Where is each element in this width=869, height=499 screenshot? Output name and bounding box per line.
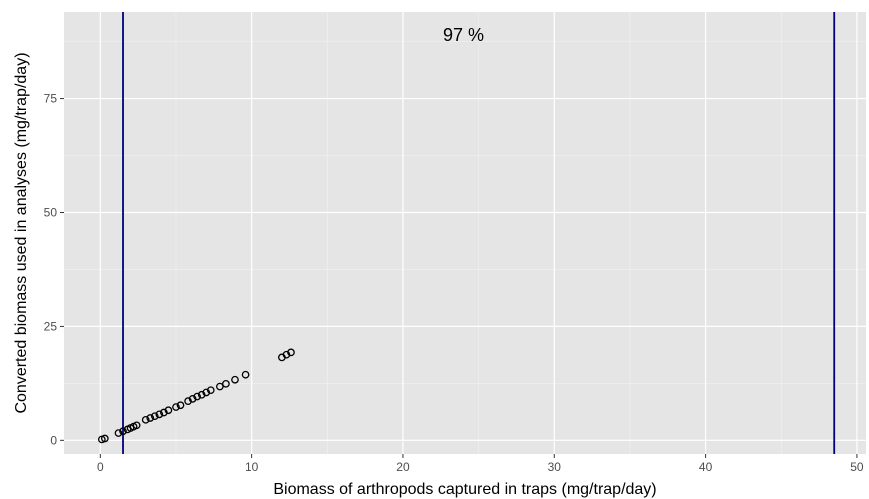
data-point: [164, 406, 173, 415]
x-axis-title: Biomass of arthropods captured in traps …: [273, 481, 656, 498]
data-point: [101, 434, 109, 443]
data-point: [206, 386, 215, 395]
data-point: [172, 403, 180, 411]
x-axis: 0 10 20 30 40 50: [97, 454, 864, 474]
x-tick-label: 20: [396, 460, 410, 474]
data-point: [155, 410, 164, 419]
annotation-label: 97 %: [443, 25, 484, 45]
y-tick-label: 25: [44, 319, 58, 333]
major-gridlines: [64, 12, 866, 454]
data-point: [202, 388, 211, 397]
data-point: [184, 397, 192, 405]
minor-gridlines: [64, 12, 866, 454]
data-point: [141, 415, 150, 424]
data-point: [197, 390, 206, 399]
data-point: [160, 408, 168, 417]
data-point: [231, 375, 239, 384]
y-tick-label: 0: [50, 433, 57, 447]
data-point: [193, 392, 202, 401]
reference-lines: [122, 12, 836, 454]
x-tick-label: 30: [548, 460, 562, 474]
data-point: [132, 421, 141, 430]
y-axis: 0 25 50 75: [44, 92, 64, 447]
data-point: [282, 350, 291, 359]
data-point: [176, 401, 185, 410]
data-point: [287, 348, 295, 357]
data-point: [241, 370, 250, 379]
y-axis-title: Converted biomass used in analyses (mg/t…: [13, 52, 30, 413]
x-tick-label: 0: [97, 460, 104, 474]
data-point: [146, 414, 155, 422]
data-point: [216, 382, 224, 391]
x-tick-label: 10: [245, 460, 259, 474]
data-point: [114, 429, 123, 437]
x-tick-label: 40: [699, 460, 713, 474]
y-tick-label: 50: [44, 205, 58, 219]
x-tick-label: 50: [850, 460, 864, 474]
plot-panel: [64, 12, 866, 454]
annotations: 97 %: [443, 25, 484, 45]
y-tick-label: 75: [44, 92, 58, 106]
data-point: [188, 395, 197, 403]
data-points: [97, 348, 295, 444]
data-point: [119, 427, 127, 436]
data-point: [150, 412, 159, 421]
data-point: [222, 379, 230, 388]
